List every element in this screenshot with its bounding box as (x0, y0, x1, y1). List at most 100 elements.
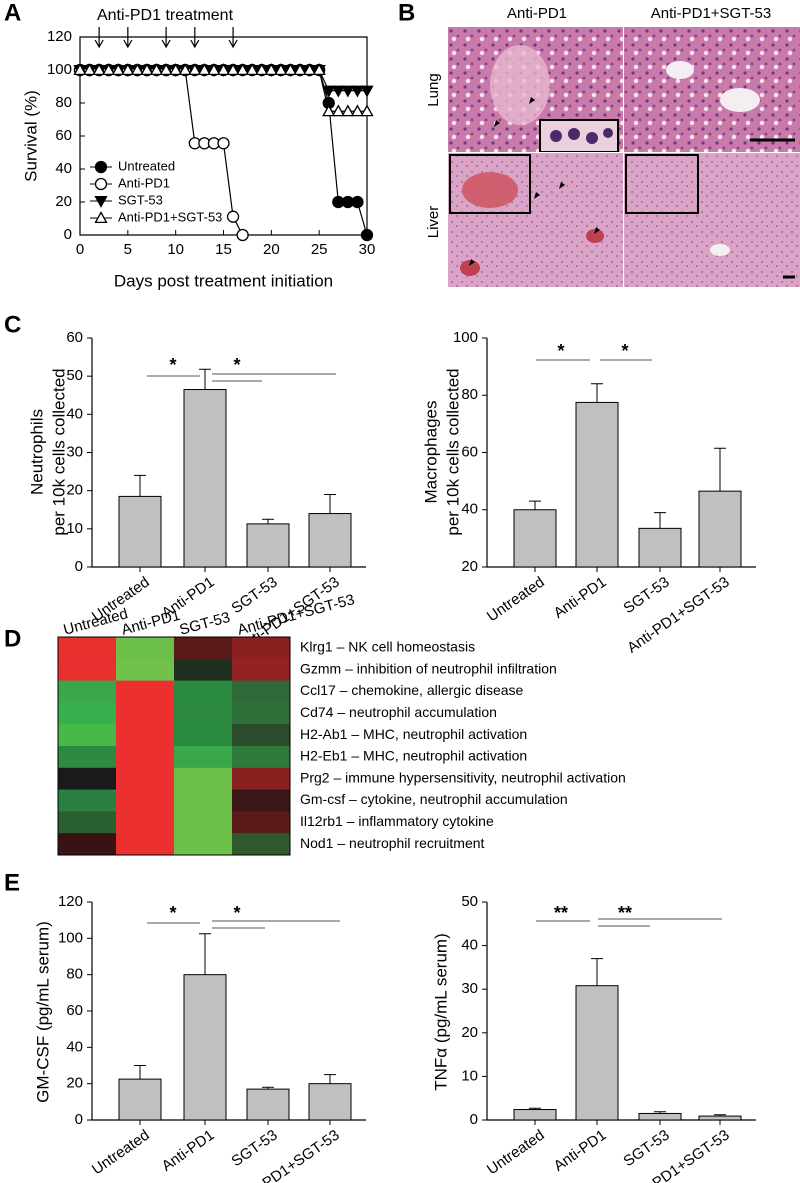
heatmap-cell (174, 833, 233, 856)
x-tick-label: SGT-53 (228, 1127, 280, 1171)
error-bar (262, 518, 274, 524)
lesion (586, 229, 604, 243)
bar (513, 1109, 557, 1121)
y-tick-label: 40 (55, 160, 72, 177)
marker (312, 63, 326, 76)
y-axis-label: Macrophages (421, 400, 440, 503)
y-tick-label: 50 (461, 893, 478, 910)
heatmap-cell (174, 702, 233, 725)
lesion (462, 172, 518, 208)
treatment-arrow (94, 27, 104, 49)
heatmap-cell (116, 724, 175, 747)
y-tick-label: 80 (55, 94, 72, 111)
legend-label: Untreated (118, 158, 175, 173)
histology: Anti-PD1 Anti-PD1+SGT-53 Lung Liver (425, 5, 800, 287)
x-tick-label: Untreated (484, 1127, 548, 1179)
heatmap-cell (174, 746, 233, 769)
legend-marker (94, 160, 108, 174)
panel-label: C (4, 311, 21, 338)
row-label: Cd74 – neutrophil accumulation (300, 704, 497, 720)
heatmap-cell (58, 724, 117, 747)
y-tick-label: 40 (66, 1038, 83, 1055)
x-tick-label: Anti-PD1 (551, 574, 610, 622)
heatmap-cell (58, 767, 117, 791)
marker (102, 63, 116, 76)
error-bar (591, 383, 603, 403)
annotation: Anti-PD1 treatment (97, 7, 234, 24)
legend-marker (94, 211, 108, 224)
y-axis-label: Survival (%) (21, 90, 40, 182)
y-tick-label: 30 (66, 443, 83, 460)
vessel (490, 45, 550, 125)
significance-label: * (233, 355, 240, 375)
cell (550, 130, 562, 142)
legend-label: Anti-PD1+SGT-53 (118, 209, 222, 224)
bar (638, 1112, 682, 1121)
y-tick-label: 60 (461, 443, 478, 460)
y-tick-label: 40 (461, 501, 478, 518)
significance-label: ** (554, 903, 568, 923)
bar (308, 513, 352, 568)
y-tick-label: 120 (58, 893, 83, 910)
y-tick-label: 0 (75, 1111, 83, 1128)
heatmap-cell (174, 637, 233, 660)
marker (236, 228, 249, 242)
marker (331, 85, 345, 98)
column-label: Anti-PD1+SGT-53 (651, 5, 771, 22)
airspace (666, 61, 694, 79)
row-label: Lung (425, 73, 442, 106)
x-tick-label: 5 (124, 241, 132, 258)
significance-label: * (169, 903, 176, 923)
liver-image (624, 153, 800, 287)
bar (575, 985, 619, 1121)
row-label: Il12rb1 – inflammatory cytokine (300, 813, 494, 829)
significance-label: * (169, 355, 176, 375)
heatmap-cell (116, 811, 175, 834)
marker (351, 195, 364, 209)
marker (341, 104, 355, 117)
marker (350, 85, 365, 98)
marker (92, 63, 106, 76)
y-tick-label: 60 (55, 127, 72, 144)
airspace (720, 88, 760, 112)
cell (568, 128, 580, 140)
heatmap-cell (116, 789, 175, 812)
bar (246, 523, 290, 568)
x-tick-label: 25 (311, 241, 328, 258)
error-bar (654, 512, 666, 529)
y-tick-label: 20 (66, 1075, 83, 1092)
y-axis-label: TNFα (pg/mL serum) (431, 933, 450, 1091)
marker (360, 228, 374, 242)
error-bar (134, 1065, 146, 1080)
vessel (710, 244, 730, 256)
x-tick-label: 0 (76, 241, 84, 258)
error-bar (714, 1114, 726, 1117)
marker (149, 63, 164, 76)
y-tick-label: 40 (66, 405, 83, 422)
heatmap-cell (116, 833, 175, 856)
error-bar (262, 1086, 274, 1090)
marker (159, 63, 173, 76)
x-tick-label: SGT-53 (620, 1127, 672, 1171)
x-tick-label: 30 (359, 241, 376, 258)
column-label: Anti-PD1 (120, 607, 182, 639)
lesion (460, 260, 480, 276)
y-tick-label: 60 (66, 329, 83, 346)
error-bar (529, 1107, 541, 1110)
heatmap-cell (174, 811, 233, 834)
error-bar (324, 493, 336, 514)
legend-marker (94, 195, 108, 208)
y-tick-label: 40 (461, 937, 478, 954)
heatmap-cell (58, 702, 117, 725)
panel-label: B (398, 0, 415, 26)
row-label: H2-Eb1 – MHC, neutrophil activation (300, 748, 527, 764)
marker (226, 63, 240, 76)
y-tick-label: 10 (461, 1067, 478, 1084)
marker (207, 63, 221, 76)
marker (331, 104, 345, 117)
error-bar (714, 447, 726, 492)
marker (188, 63, 202, 76)
marker (130, 63, 145, 76)
bar (118, 1078, 162, 1121)
marker (360, 104, 374, 117)
